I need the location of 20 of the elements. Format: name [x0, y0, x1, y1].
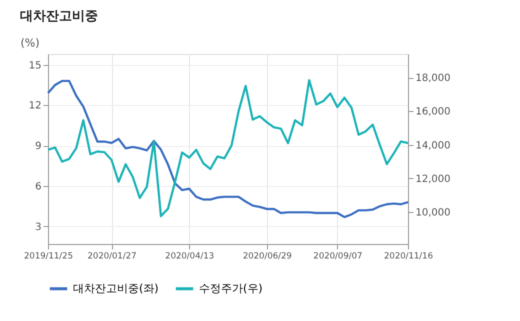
y2-tick-label: 18,000: [416, 73, 450, 84]
chart-title: 대차잔고비중: [20, 9, 98, 24]
y2-tick-label: 16,000: [416, 106, 450, 118]
y2-tick-label: 14,000: [416, 140, 450, 152]
x-tick-label: 2020/01/27: [88, 252, 137, 262]
x-tick-label: 2020/09/07: [313, 252, 362, 262]
y-tick-label: 9: [35, 141, 42, 152]
legend-label: 대차잔고비중(좌): [73, 282, 159, 295]
legend-label: 수정주가(우): [199, 282, 263, 295]
x-tick-label: 2020/06/29: [242, 252, 292, 262]
x-tick-label: 2020/11/16: [384, 252, 433, 262]
x-tick-label: 2019/11/25: [24, 252, 73, 262]
y2-tick-label: 12,000: [416, 174, 450, 185]
y-tick-label: 12: [28, 100, 42, 112]
y-axis-title: (%): [20, 36, 40, 50]
y-tick-label: 3: [35, 222, 42, 233]
x-tick-label: 2020/04/13: [165, 252, 214, 262]
y-tick-label: 15: [28, 60, 42, 72]
y-tick-label: 6: [35, 182, 42, 193]
y2-tick-label: 10,000: [416, 208, 450, 219]
